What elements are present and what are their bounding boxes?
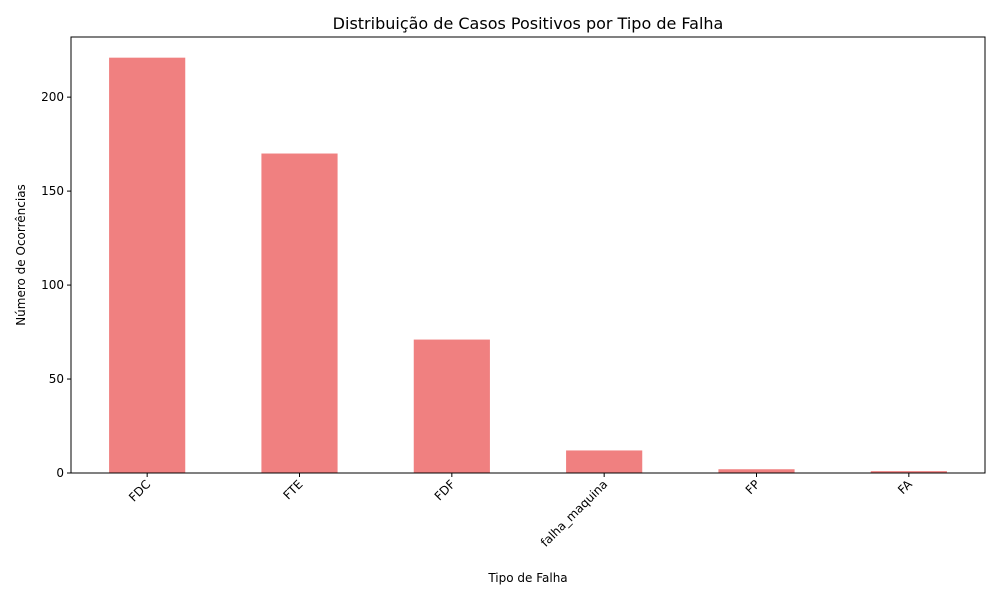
- x-tick-label: FDF: [432, 477, 458, 503]
- chart-title: Distribuição de Casos Positivos por Tipo…: [333, 14, 724, 33]
- x-tick-label: falha_maquina: [538, 477, 610, 549]
- x-axis-ticks: FDC FTE FDF falha_maquina FP FA: [126, 473, 916, 550]
- y-tick-label: 100: [41, 278, 64, 292]
- plot-frame: [70, 36, 986, 474]
- bars-group: [109, 57, 947, 473]
- x-tick-label: FDC: [126, 477, 153, 504]
- y-axis-ticks: 0 50 100 150 200: [41, 90, 71, 480]
- y-tick-label: 150: [41, 184, 64, 198]
- y-tick-label: 0: [56, 466, 64, 480]
- bar-FTE: [261, 153, 338, 473]
- bar-FDC: [109, 57, 186, 473]
- x-tick-label: FP: [743, 477, 763, 497]
- y-tick-label: 200: [41, 90, 64, 104]
- bar-FP: [718, 469, 795, 473]
- x-tick-label: FA: [895, 477, 915, 497]
- bar-FA: [870, 471, 947, 473]
- bar-FDF: [413, 339, 490, 473]
- x-tick-label: FTE: [280, 477, 305, 502]
- y-tick-label: 50: [49, 372, 64, 386]
- x-axis-label: Tipo de Falha: [487, 571, 567, 585]
- y-axis-label: Número de Ocorrências: [14, 184, 28, 326]
- bar-falha_maquina: [566, 450, 643, 473]
